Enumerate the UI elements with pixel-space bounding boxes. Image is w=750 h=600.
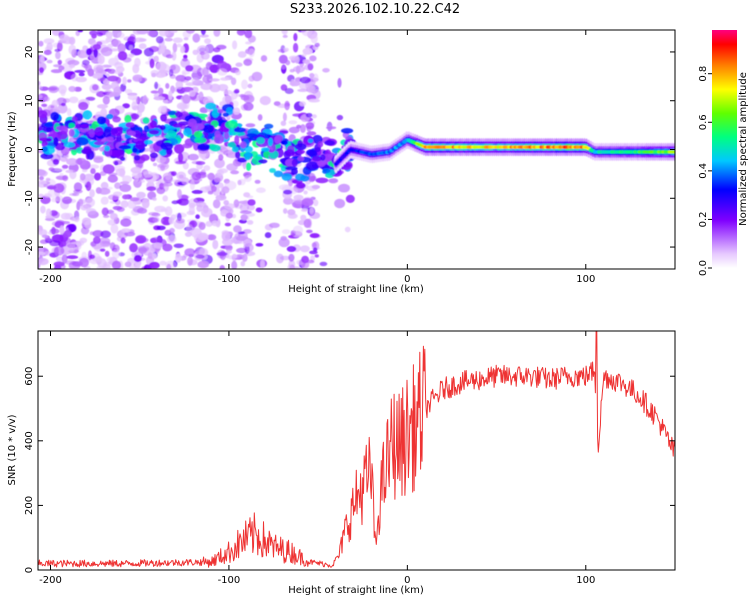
spectrogram-xtick-label: 0 xyxy=(404,274,410,285)
spectrogram-xtick-label: -200 xyxy=(39,274,62,285)
colorbar-tick-label: 0.0 xyxy=(698,260,709,276)
snr-xtick-label: -200 xyxy=(39,575,62,586)
snr-ytick-label: 400 xyxy=(24,431,35,450)
spectrogram-ytick-label: 0 xyxy=(24,146,35,152)
spectrogram-xlabel: Height of straight line (km) xyxy=(288,284,424,295)
snr-series-line xyxy=(38,331,675,568)
colorbar-gradient xyxy=(712,30,737,268)
colorbar: 0.0 0.2 0.4 0.6 0.8 Normalized spectral ampl… xyxy=(698,30,749,276)
snr-xtick-label: 0 xyxy=(404,575,410,586)
spectrogram-ytick-label: -20 xyxy=(24,239,35,255)
colorbar-tick-label: 0.6 xyxy=(698,114,709,130)
colorbar-tick-label: 0.8 xyxy=(698,66,709,82)
snr-ylabel: SNR (10 * v/v) xyxy=(7,414,18,485)
snr-ytick-label: 200 xyxy=(24,496,35,515)
snr-panel: -200 -100 0 100 0 200 400 600 Height of straigh… xyxy=(7,330,676,596)
snr-axes: -200 -100 0 100 0 200 400 600 xyxy=(24,331,675,586)
colorbar-tick-label: 0.4 xyxy=(698,163,709,179)
colorbar-tick-label: 0.2 xyxy=(698,211,709,227)
snr-ytick-label: 0 xyxy=(24,567,35,573)
snr-xlabel: Height of straight line (km) xyxy=(288,585,424,596)
colorbar-ticks: 0.0 0.2 0.4 0.6 0.8 xyxy=(698,66,712,276)
spectrogram-image xyxy=(38,30,675,269)
spectrogram-ytick-label: 10 xyxy=(24,94,35,107)
spectrogram-ytick-label: 20 xyxy=(24,46,35,59)
snr-frame xyxy=(37,330,676,571)
spectrogram-ylabel: Frequency (Hz) xyxy=(7,111,18,187)
colorbar-label: Normalized spectral amplitude xyxy=(738,72,749,226)
spectrogram-xtick-label: 100 xyxy=(576,274,595,285)
snr-xtick-label: -100 xyxy=(218,575,241,586)
spectrogram-ytick-label: -10 xyxy=(24,190,35,206)
snr-xtick-label: 100 xyxy=(576,575,595,586)
chart-title: S233.2026.102.10.22.C42 xyxy=(290,2,460,17)
snr-ytick-label: 600 xyxy=(24,367,35,386)
spectrogram-xtick-label: -100 xyxy=(218,274,241,285)
